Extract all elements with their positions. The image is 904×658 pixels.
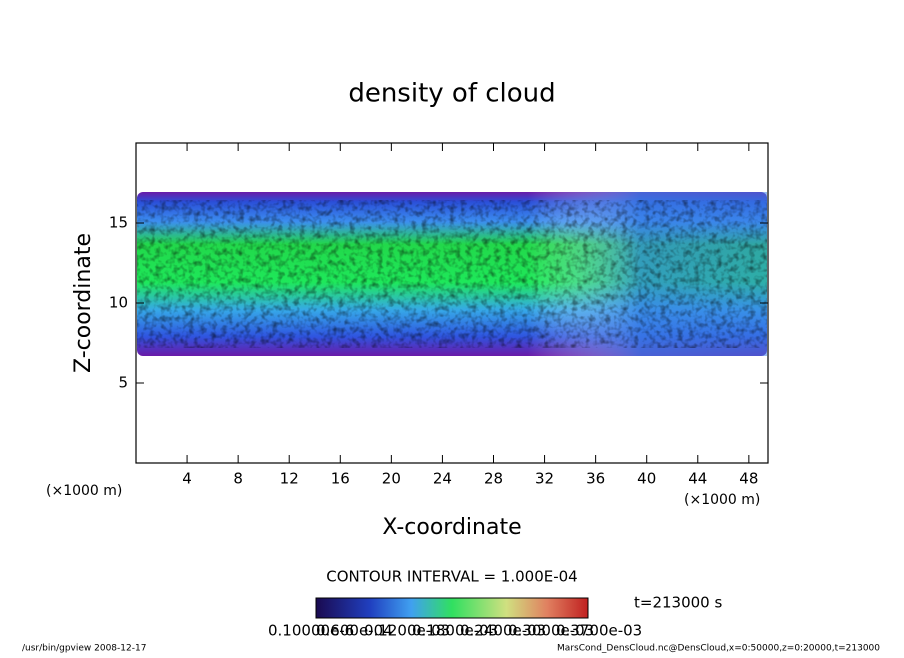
colorbar-label: 0.10000e-6 [268, 622, 354, 640]
x-axis-label: X-coordinate [382, 515, 521, 540]
contour-interval: CONTOUR INTERVAL = 1.000E-04 [326, 568, 577, 586]
x-tick-label: 32 [535, 470, 554, 488]
colorbar-label: 0.1200e-03 [364, 622, 450, 640]
colorbar-label: 0.3000e-03 [508, 622, 594, 640]
time-label: t=213000 s [634, 594, 722, 612]
x-tick-label: 4 [182, 470, 192, 488]
x-unit: (×1000 m) [684, 492, 760, 508]
x-tick-label: 40 [637, 470, 656, 488]
y-tick-label: 5 [118, 374, 128, 392]
colorbar-label: 0.3700e-03 [556, 622, 642, 640]
x-unit: (×1000 m) [46, 483, 122, 499]
y-tick-label: 15 [109, 214, 128, 232]
x-tick-label: 8 [233, 470, 243, 488]
x-tick-label: 20 [382, 470, 401, 488]
chart-title: density of cloud [348, 79, 555, 109]
colorbar [315, 597, 589, 619]
cloud-field [137, 192, 767, 356]
x-tick-label: 24 [433, 470, 452, 488]
x-tick-label: 48 [739, 470, 758, 488]
footer: MarsCond_DensCloud.nc@DensCloud,x=0:5000… [557, 644, 880, 654]
y-axis-label: Z-coordinate [71, 233, 96, 373]
x-tick-label: 12 [280, 470, 299, 488]
y-tick-label: 10 [109, 294, 128, 312]
x-tick-label: 36 [586, 470, 605, 488]
colorbar-label: 0.1800e-03 [412, 622, 498, 640]
colorbar-label: 0.600e-04 [316, 622, 393, 640]
x-tick-label: 16 [331, 470, 350, 488]
x-tick-label: 44 [688, 470, 707, 488]
x-tick-label: 28 [484, 470, 503, 488]
colorbar-label: 0.2400e-03 [460, 622, 546, 640]
footer: /usr/bin/gpview 2008-12-17 [22, 644, 146, 654]
